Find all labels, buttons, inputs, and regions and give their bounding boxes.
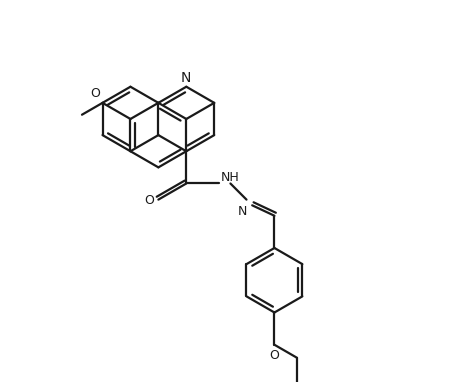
- Text: O: O: [90, 87, 100, 100]
- Text: N: N: [238, 205, 247, 218]
- Text: NH: NH: [221, 171, 240, 184]
- Text: O: O: [269, 348, 279, 362]
- Text: N: N: [181, 71, 191, 85]
- Text: O: O: [144, 194, 153, 207]
